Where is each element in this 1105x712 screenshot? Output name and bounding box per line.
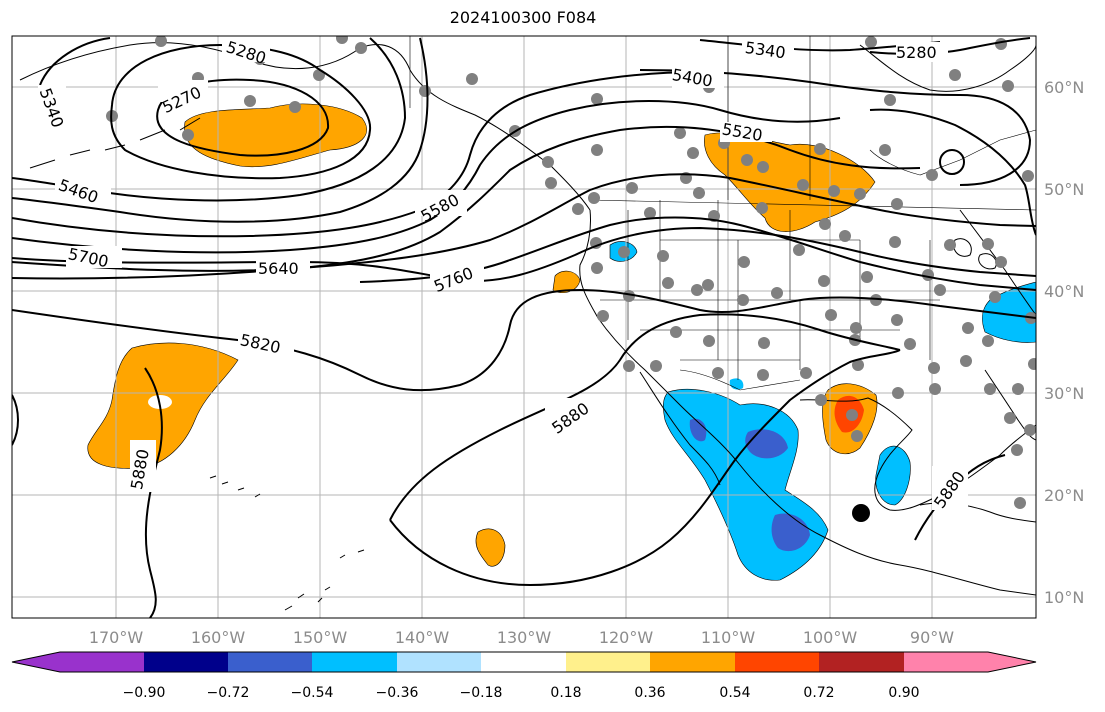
contour-5270	[156, 78, 330, 157]
colorbar-tick: −0.90	[123, 685, 166, 701]
orange-region-south-pacific	[475, 528, 506, 567]
lon-label: 170°W	[89, 628, 144, 647]
colorbar-segment	[397, 652, 481, 672]
lon-label: 120°W	[599, 628, 654, 647]
black-marker	[852, 504, 870, 522]
gulf-coast	[799, 397, 1036, 511]
colorbar-tick: 0.90	[888, 685, 919, 701]
hawaii-islands	[284, 549, 365, 611]
colorbar-tick: −0.18	[460, 685, 503, 701]
contour-5700	[12, 226, 1036, 282]
lat-label: 20°N	[1044, 486, 1084, 505]
contour-5400-west	[12, 37, 429, 223]
hudson-bay	[859, 44, 1036, 92]
contour-east-wave	[869, 108, 1036, 236]
colorbar-ticks: −0.90 −0.72 −0.54 −0.36 −0.18 0.18 0.36 …	[123, 685, 920, 701]
colorbar-segment	[481, 652, 566, 672]
contour-5280-west	[110, 43, 372, 180]
aleutian-islands	[29, 117, 201, 169]
contour-5880-loop	[389, 349, 901, 587]
colorbar-tick: 0.54	[719, 685, 750, 701]
contour-5280-east	[869, 37, 1031, 55]
colorbar-segment	[650, 652, 735, 672]
blue-region-gulf	[875, 445, 911, 506]
latitude-labels: 60°N 50°N 40°N 30°N 20°N 10°N	[1044, 78, 1084, 607]
alaska-coast	[19, 42, 591, 211]
contour-5880-west	[12, 367, 163, 618]
colorbar-segment	[312, 652, 397, 672]
florida	[984, 369, 1036, 441]
colorbar-segment	[735, 652, 819, 672]
lat-label: 30°N	[1044, 384, 1084, 403]
colorbar-tick: −0.72	[207, 685, 250, 701]
contour-5760	[359, 216, 1036, 291]
colorbar-segment	[12, 652, 144, 672]
contour-5520	[12, 100, 841, 254]
lat-label: 40°N	[1044, 282, 1084, 301]
lon-label: 100°W	[803, 628, 858, 647]
longitude-labels: 170°W 160°W 150°W 140°W 130°W 120°W 110°…	[89, 628, 954, 647]
east-coast	[959, 209, 1036, 316]
colorbar-segment	[228, 652, 312, 672]
shading-layer	[87, 103, 1036, 581]
contour-label: 5640	[258, 259, 299, 278]
colorbar-segment	[566, 652, 650, 672]
colorbar-outline	[11, 651, 1037, 673]
contour-label: 5280	[896, 43, 937, 62]
contour-5880-central	[389, 313, 901, 521]
colorbar-tick: 0.18	[550, 685, 581, 701]
station-dots	[106, 36, 1036, 509]
lat-label: 10°N	[1044, 588, 1084, 607]
dark-blue-region-mexico-3	[689, 418, 707, 442]
orange-region-alaska	[184, 103, 367, 168]
west-coast-na	[579, 209, 1036, 596]
colorbar-segment	[144, 652, 228, 672]
lon-label: 160°W	[191, 628, 246, 647]
lon-label: 110°W	[701, 628, 756, 647]
colorbar-segment	[819, 652, 904, 672]
contour-5400-east	[639, 69, 1032, 186]
colorbar	[11, 651, 1037, 673]
colorbar-tick: 0.36	[634, 685, 665, 701]
contour-5820	[12, 288, 1036, 392]
contour-closed-east	[939, 149, 965, 175]
baja-california	[639, 371, 721, 486]
map-title: 2024100300 F084	[449, 8, 597, 27]
lon-label: 130°W	[497, 628, 552, 647]
colorbar-tick: −0.36	[376, 685, 419, 701]
cape-verde-area	[209, 475, 261, 498]
contour-5580	[12, 125, 921, 272]
lon-label: 150°W	[293, 628, 348, 647]
orange-region-california	[552, 270, 581, 293]
lon-label: 90°W	[910, 628, 954, 647]
lat-label: 50°N	[1044, 180, 1084, 199]
lon-label: 140°W	[395, 628, 450, 647]
map-frame	[11, 35, 1037, 619]
lat-label: 60°N	[1044, 78, 1084, 97]
colorbar-tick: −0.54	[291, 685, 334, 701]
colorbar-segment	[904, 652, 1036, 672]
colorbar-tick: 0.72	[803, 685, 834, 701]
